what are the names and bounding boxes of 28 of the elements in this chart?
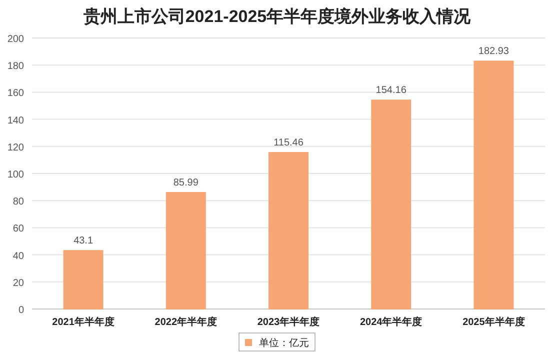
bar [474,60,514,310]
y-tick-label: 80 [12,196,24,208]
bar [371,100,412,310]
x-tick-label: 2022年半年度 [154,316,218,328]
bar [268,152,308,310]
x-tick-label: 2024年半年度 [360,316,422,328]
data-label: 43.1 [74,236,94,247]
data-label: 115.46 [274,138,304,149]
y-tick-label: 180 [7,61,24,72]
y-tick-label: 40 [12,250,24,262]
legend-label: 单位：亿元 [259,337,309,349]
y-tick-label: 0 [18,305,24,316]
y-tick-label: 100 [7,170,24,180]
bar [63,250,104,310]
y-tick-label: 120 [7,142,24,154]
y-tick-label: 160 [7,88,24,100]
y-tick-label: 200 [7,34,24,45]
x-tick-label: 2025年半年度 [462,316,525,328]
chart-title: 贵州上市公司2021-2025年半年度境外业务收入情况 [82,7,472,26]
data-label: 182.93 [478,46,510,58]
y-tick-label: 60 [12,224,24,235]
bar [166,192,206,310]
data-label: 154.16 [376,85,407,96]
data-label: 85.99 [173,177,199,188]
x-tick-label: 2023年半年度 [257,316,320,328]
x-tick-label: 2021年半年度 [52,316,114,328]
y-tick-label: 140 [7,115,24,126]
y-tick-label: 20 [12,278,24,289]
